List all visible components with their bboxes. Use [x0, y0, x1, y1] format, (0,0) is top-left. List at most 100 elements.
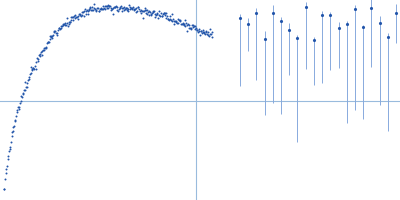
Point	[176, 18, 183, 22]
Point	[12, 118, 18, 121]
Point	[204, 33, 210, 36]
Point	[158, 15, 165, 18]
Point	[9, 130, 16, 133]
Point	[151, 10, 157, 13]
Point	[110, 6, 116, 9]
Point	[133, 7, 139, 10]
Point	[66, 21, 73, 24]
Point	[50, 34, 56, 37]
Point	[76, 14, 83, 17]
Point	[2, 177, 8, 181]
Point	[115, 9, 121, 12]
Point	[94, 6, 100, 9]
Point	[77, 13, 83, 16]
Point	[100, 7, 106, 10]
Point	[96, 9, 102, 13]
Point	[208, 32, 214, 35]
Point	[209, 31, 215, 34]
Point	[60, 22, 66, 25]
Point	[65, 21, 72, 24]
Point	[136, 7, 142, 10]
Point	[206, 35, 212, 38]
Point	[178, 22, 185, 26]
Point	[87, 7, 93, 10]
Point	[70, 15, 76, 18]
Point	[44, 42, 50, 45]
Point	[75, 15, 81, 18]
Point	[124, 8, 131, 11]
Point	[194, 30, 201, 33]
Point	[36, 52, 43, 56]
Point	[62, 21, 68, 24]
Point	[201, 30, 208, 33]
Point	[78, 14, 85, 17]
Point	[4, 165, 10, 168]
Point	[171, 22, 177, 26]
Point	[183, 22, 190, 25]
Point	[64, 24, 71, 27]
Point	[110, 13, 116, 16]
Point	[91, 6, 98, 10]
Point	[92, 7, 98, 11]
Point	[163, 17, 170, 20]
Point	[112, 6, 118, 9]
Point	[146, 13, 152, 16]
Point	[140, 9, 146, 13]
Point	[27, 71, 34, 75]
Point	[93, 9, 99, 12]
Point	[193, 27, 199, 30]
Point	[190, 26, 196, 29]
Point	[168, 19, 174, 22]
Point	[59, 25, 65, 28]
Point	[207, 28, 213, 31]
Point	[120, 6, 126, 9]
Point	[1, 188, 7, 191]
Point	[83, 9, 89, 12]
Point	[51, 31, 58, 34]
Point	[72, 16, 78, 19]
Point	[158, 11, 164, 15]
Point	[152, 16, 158, 19]
Point	[41, 46, 47, 49]
Point	[167, 14, 173, 18]
Point	[117, 5, 123, 8]
Point	[95, 7, 101, 10]
Point	[58, 24, 64, 27]
Point	[37, 54, 43, 57]
Point	[98, 7, 104, 10]
Point	[89, 9, 96, 12]
Point	[114, 5, 121, 8]
Point	[6, 146, 13, 149]
Point	[93, 10, 100, 13]
Point	[58, 27, 64, 30]
Point	[164, 15, 170, 18]
Point	[182, 24, 189, 27]
Point	[155, 16, 161, 19]
Point	[22, 88, 28, 91]
Point	[72, 14, 79, 17]
Point	[203, 30, 210, 33]
Point	[107, 4, 114, 7]
Point	[120, 6, 127, 9]
Point	[145, 11, 152, 14]
Point	[134, 9, 140, 12]
Point	[135, 5, 142, 9]
Point	[140, 16, 146, 19]
Point	[35, 58, 41, 61]
Point	[14, 110, 20, 114]
Point	[129, 6, 136, 9]
Point	[109, 7, 116, 10]
Point	[56, 27, 62, 30]
Point	[135, 6, 141, 9]
Point	[127, 5, 134, 8]
Point	[187, 26, 193, 30]
Point	[118, 6, 125, 9]
Point	[74, 16, 80, 19]
Point	[200, 28, 207, 31]
Point	[128, 6, 134, 9]
Point	[40, 48, 46, 51]
Point	[202, 32, 208, 35]
Point	[85, 13, 91, 16]
Point	[165, 17, 171, 20]
Point	[99, 8, 105, 11]
